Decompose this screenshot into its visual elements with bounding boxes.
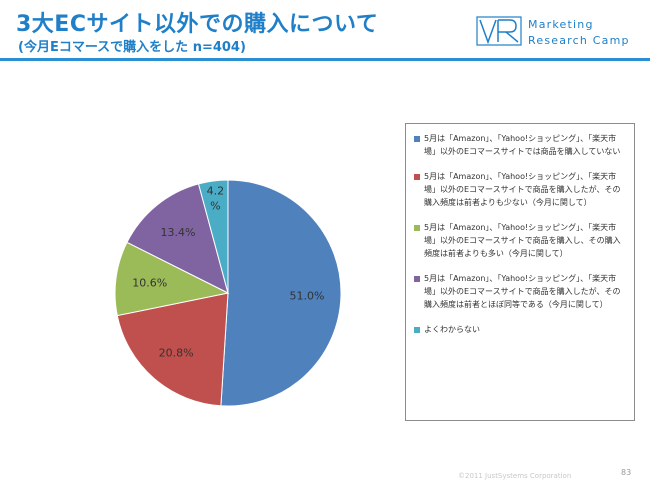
pie-slice-3 bbox=[114, 241, 230, 317]
pie-slice-2 bbox=[116, 292, 229, 407]
legend-item-4: 5月は「Amazon」、「Yahoo!ショッピング」、「楽天市場」以外のEコマー… bbox=[414, 272, 628, 311]
pie-slice-4 bbox=[126, 183, 229, 294]
legend-label-5: よくわからない bbox=[424, 325, 480, 334]
legend-item-1: 5月は「Amazon」、「Yahoo!ショッピング」、「楽天市場」以外のEコマー… bbox=[414, 132, 628, 158]
legend-swatch-4 bbox=[414, 276, 420, 282]
page-number: 83 bbox=[621, 468, 632, 477]
copyright-text: ©2011 JustSystems Corporation bbox=[458, 472, 572, 480]
logo: Marketing Research Camp bbox=[476, 16, 636, 50]
logo-text-line1: Marketing bbox=[528, 18, 594, 31]
legend-item-2: 5月は「Amazon」、「Yahoo!ショッピング」、「楽天市場」以外のEコマー… bbox=[414, 170, 628, 209]
pie-slice-1 bbox=[220, 179, 342, 407]
slice-value-label-5: 4.2% bbox=[207, 184, 225, 212]
legend-swatch-3 bbox=[414, 225, 420, 231]
logo-mark-icon bbox=[476, 16, 522, 46]
legend-swatch-1 bbox=[414, 136, 420, 142]
legend-label-1: 5月は「Amazon」、「Yahoo!ショッピング」、「楽天市場」以外のEコマー… bbox=[424, 134, 621, 156]
legend-swatch-2 bbox=[414, 174, 420, 180]
slice-value-label-4: 13.4% bbox=[161, 226, 196, 239]
page-title: 3大ECサイト以外での購入について bbox=[16, 12, 379, 37]
logo-text-line2: Research Camp bbox=[528, 34, 630, 47]
pie-chart: 51.0% 20.8% 10.6% 13.4% 4.2% bbox=[88, 168, 368, 418]
legend-label-3: 5月は「Amazon」、「Yahoo!ショッピング」、「楽天市場」以外のEコマー… bbox=[424, 223, 621, 258]
legend-swatch-5 bbox=[414, 327, 420, 333]
pie-chart-svg: 51.0% 20.8% 10.6% 13.4% 4.2% bbox=[114, 179, 342, 407]
legend-item-5: よくわからない bbox=[414, 323, 628, 336]
header-divider bbox=[0, 58, 650, 61]
slice-value-label-3: 10.6% bbox=[132, 277, 167, 290]
legend-label-4: 5月は「Amazon」、「Yahoo!ショッピング」、「楽天市場」以外のEコマー… bbox=[424, 274, 621, 309]
slice-value-label-2: 20.8% bbox=[159, 347, 194, 360]
pie-slice-5 bbox=[197, 179, 229, 294]
chart-legend: 5月は「Amazon」、「Yahoo!ショッピング」、「楽天市場」以外のEコマー… bbox=[405, 123, 635, 421]
legend-item-3: 5月は「Amazon」、「Yahoo!ショッピング」、「楽天市場」以外のEコマー… bbox=[414, 221, 628, 260]
page-subtitle: (今月Eコマースで購入をした n=404) bbox=[18, 40, 246, 55]
slice-value-label-1: 51.0% bbox=[289, 289, 324, 302]
legend-label-2: 5月は「Amazon」、「Yahoo!ショッピング」、「楽天市場」以外のEコマー… bbox=[424, 172, 621, 207]
